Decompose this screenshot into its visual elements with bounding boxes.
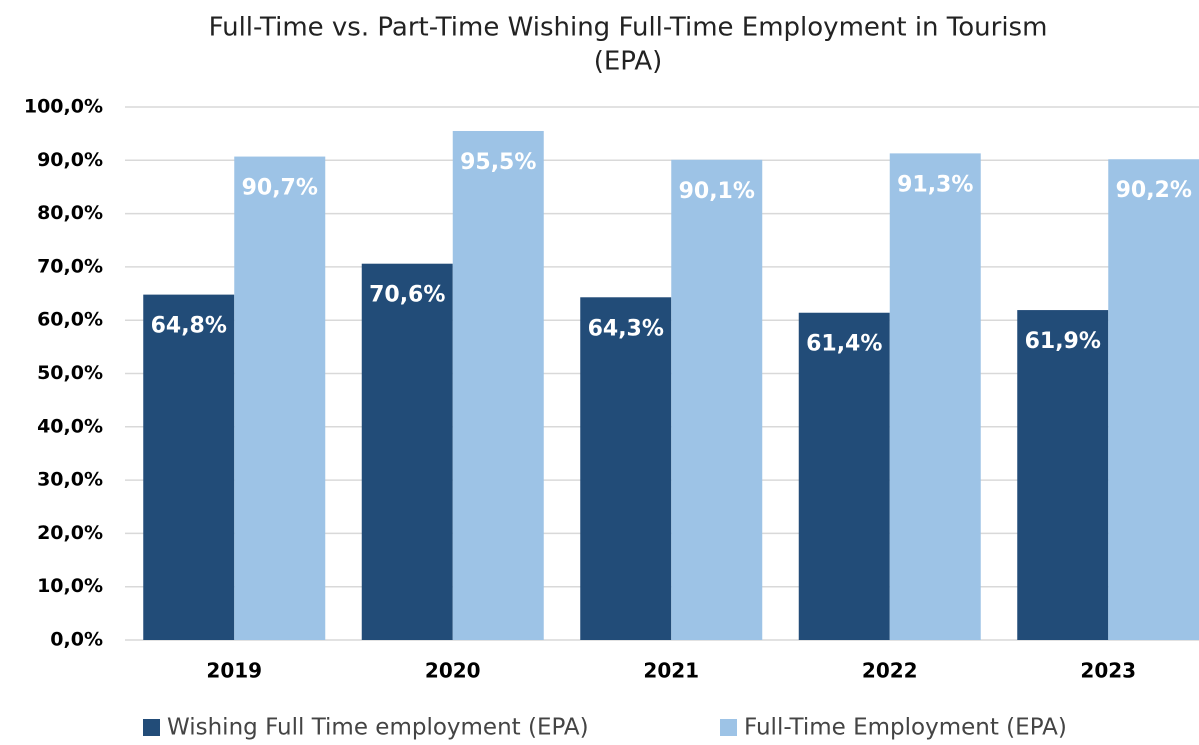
y-tick-label: 80,0% <box>37 202 103 224</box>
value-label: 61,9% <box>1025 329 1101 354</box>
bar <box>361 263 453 640</box>
y-tick-label: 60,0% <box>37 309 103 331</box>
y-tick-label: 20,0% <box>37 522 103 544</box>
y-tick-label: 70,0% <box>37 255 103 277</box>
legend-label: Full-Time Employment (EPA) <box>744 715 1067 741</box>
bar <box>889 153 981 640</box>
value-label: 91,3% <box>897 172 973 197</box>
y-tick-label: 0,0% <box>50 629 103 651</box>
bar <box>1017 310 1109 640</box>
value-label: 70,6% <box>369 283 445 308</box>
bar <box>143 294 235 640</box>
x-tick-label: 2021 <box>643 659 699 683</box>
chart-title: Full-Time vs. Part-Time Wishing Full-Tim… <box>209 13 1048 43</box>
x-tick-label: 2019 <box>206 659 262 683</box>
x-tick-label: 2023 <box>1080 659 1136 683</box>
value-label: 90,2% <box>1116 178 1192 203</box>
bar <box>580 297 672 640</box>
x-tick-label: 2020 <box>425 659 481 683</box>
y-tick-label: 40,0% <box>37 415 103 437</box>
value-label: 64,8% <box>151 314 227 339</box>
legend-label: Wishing Full Time employment (EPA) <box>167 715 589 741</box>
legend-swatch <box>720 719 737 736</box>
y-tick-label: 50,0% <box>37 362 103 384</box>
value-label: 95,5% <box>460 150 536 175</box>
bar <box>1108 159 1199 640</box>
legend-swatch <box>143 719 160 736</box>
value-label: 61,4% <box>806 332 882 357</box>
y-tick-label: 100,0% <box>24 96 103 118</box>
value-label: 64,3% <box>588 316 664 341</box>
value-label: 90,7% <box>242 176 318 201</box>
y-tick-label: 10,0% <box>37 575 103 597</box>
chart-title: (EPA) <box>594 47 663 77</box>
y-tick-label: 30,0% <box>37 469 103 491</box>
bar <box>234 156 326 640</box>
value-label: 90,1% <box>679 179 755 204</box>
bar <box>452 130 544 641</box>
x-tick-label: 2022 <box>862 659 918 683</box>
bar <box>671 159 763 640</box>
bar <box>798 312 890 640</box>
y-tick-label: 90,0% <box>37 149 103 171</box>
